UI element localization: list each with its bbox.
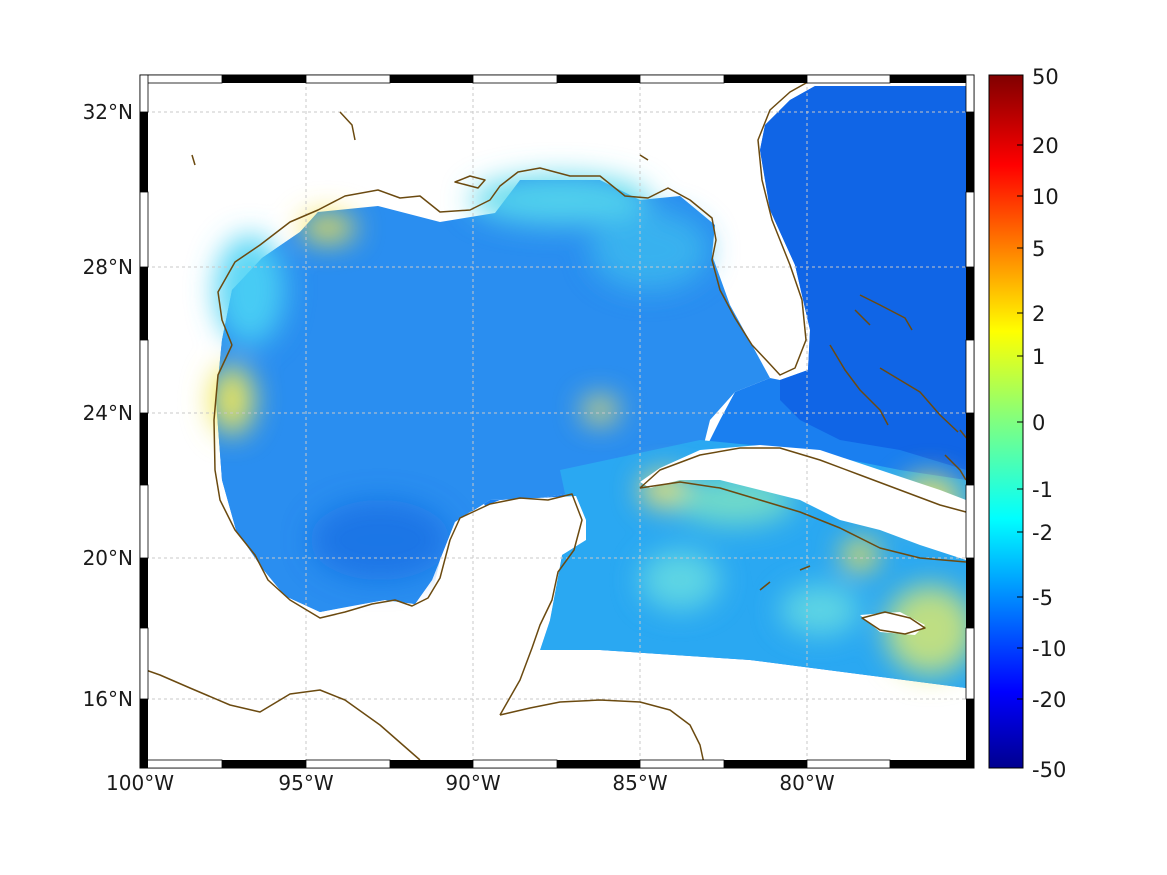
- lon-tick-label: 85°W: [612, 771, 667, 795]
- lat-tick-labels: 32°N 28°N 24°N 20°N 16°N: [83, 100, 133, 711]
- lon-tick-label: 95°W: [278, 771, 333, 795]
- colorbar-label: -5: [1032, 586, 1053, 610]
- colorbar-label: 2: [1032, 302, 1045, 326]
- coastlines: [140, 77, 973, 768]
- lat-tick-label: 20°N: [83, 546, 133, 570]
- lon-tick-label: 90°W: [445, 771, 500, 795]
- lon-tick-labels: 100°W 95°W 90°W 85°W 80°W: [106, 771, 835, 795]
- colorbar-label: -20: [1032, 688, 1066, 712]
- colorbar-label: -50: [1032, 758, 1066, 782]
- colorbar-label: 5: [1032, 237, 1045, 261]
- colorbar-label: 1: [1032, 345, 1045, 369]
- colorbar-label: -1: [1032, 478, 1053, 502]
- colorbar-label: 10: [1032, 185, 1059, 209]
- colorbar-label: -2: [1032, 521, 1053, 545]
- lat-tick-label: 28°N: [83, 255, 133, 279]
- colorbar: 50 20 10 5 2 1 0 -1 -2 -5 -10 -20 -50: [988, 65, 1066, 782]
- lat-tick-label: 16°N: [83, 687, 133, 711]
- lon-tick-label: 100°W: [106, 771, 174, 795]
- colorbar-label: 20: [1032, 134, 1059, 158]
- map-frame: [139, 74, 975, 769]
- graticule: [140, 75, 974, 768]
- colorbar-label: -10: [1032, 637, 1066, 661]
- lon-tick-label: 80°W: [779, 771, 834, 795]
- colorbar-ticks: [1017, 144, 1023, 700]
- colorbar-label: 50: [1032, 65, 1059, 89]
- lat-tick-label: 32°N: [83, 100, 133, 124]
- colorbar-label: 0: [1032, 411, 1045, 435]
- lat-tick-label: 24°N: [83, 401, 133, 425]
